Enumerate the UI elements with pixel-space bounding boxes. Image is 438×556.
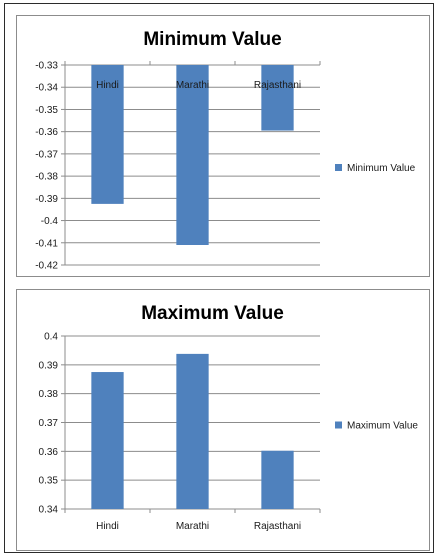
- bar: [261, 450, 294, 509]
- y-tick-label: 0.34: [39, 505, 59, 516]
- y-tick-label: -0.37: [35, 149, 58, 160]
- bar: [176, 65, 209, 245]
- y-tick-label: -0.35: [35, 105, 58, 116]
- chart-panel-minimum: Minimum Value -0.33 -0.34 -0.35 -0.36 -0.37 -0…: [16, 15, 430, 277]
- y-tick-label: 0.37: [39, 418, 59, 429]
- category-label: Marathi: [176, 521, 209, 532]
- legend-label: Maximum Value: [347, 421, 418, 432]
- bar: [91, 372, 124, 509]
- y-tick-label: 0.4: [44, 332, 58, 343]
- bar: [261, 65, 294, 131]
- chart-minimum-value: Minimum Value -0.33 -0.34 -0.35 -0.36 -0.37 -0…: [35, 29, 416, 272]
- category-label: Marathi: [176, 80, 209, 91]
- y-tick-label: 0.39: [39, 360, 59, 371]
- category-label: Hindi: [96, 80, 119, 91]
- category-label: Rajasthani: [254, 80, 301, 91]
- y-tick-label: -0.33: [35, 61, 58, 72]
- legend-swatch: [335, 164, 342, 171]
- y-tick-label: 0.35: [39, 476, 59, 487]
- y-tick-label: -0.39: [35, 194, 58, 205]
- category-label: Hindi: [96, 521, 119, 532]
- chart-title: Minimum Value: [143, 29, 281, 50]
- y-tick-label: 0.36: [39, 447, 59, 458]
- bar: [176, 353, 209, 509]
- y-tick-label: -0.38: [35, 172, 58, 183]
- y-tick-label: -0.36: [35, 127, 58, 138]
- legend-label: Minimum Value: [347, 163, 416, 174]
- chart-panel-maximum: Maximum Value 0.34 0.35 0.36 0.37 0.38 0.39 0.4…: [16, 289, 430, 551]
- chart-title: Maximum Value: [141, 303, 284, 324]
- y-tick-label: -0.41: [35, 238, 58, 249]
- y-tick-label: 0.38: [39, 389, 59, 400]
- y-tick-label: -0.34: [35, 83, 58, 94]
- legend-swatch: [335, 421, 342, 429]
- figure-frame: Minimum Value -0.33 -0.34 -0.35 -0.36 -0.37 -0…: [4, 3, 434, 553]
- bar: [91, 65, 124, 204]
- y-tick-label: -0.42: [35, 261, 58, 272]
- chart-maximum-value: Maximum Value 0.34 0.35 0.36 0.37 0.38 0.39 0.4…: [39, 303, 419, 532]
- category-label: Rajasthani: [254, 521, 301, 532]
- y-tick-label: -0.4: [41, 216, 59, 227]
